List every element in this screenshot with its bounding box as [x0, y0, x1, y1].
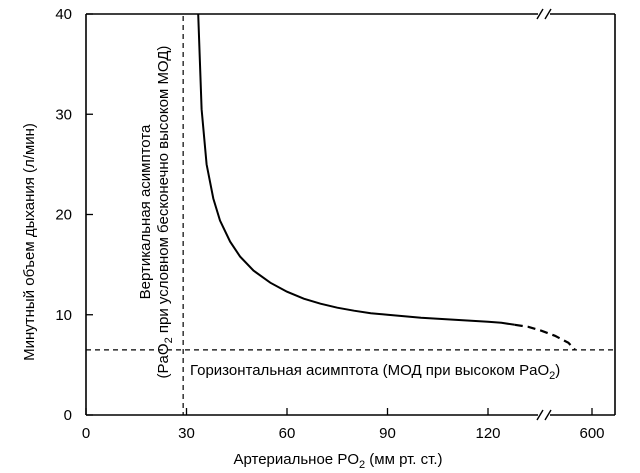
axes: 0 30 60 90 120 600 0 10 20 30 40	[55, 6, 616, 442]
ventilation-curve	[197, 13, 515, 326]
x-tick-label-30: 30	[178, 425, 195, 442]
dashed-curve-segment	[514, 323, 576, 351]
x-tick-label-120: 120	[475, 425, 500, 442]
y-axis-title: Минутный объем дыхания (л/мин)	[21, 123, 38, 361]
y-tick-label-20: 20	[55, 207, 72, 224]
x-tick-label-60: 60	[279, 425, 296, 442]
x-tick-label-0: 0	[82, 425, 90, 442]
axis-break-mark-bottom-b	[544, 409, 552, 421]
y-tick-label-0: 0	[64, 407, 72, 424]
horizontal-asymptote-label: Горизонтальная асимптота (МОД при высоко…	[190, 362, 560, 382]
vertical-asymptote-label: Вертикальная асимптота	[137, 124, 154, 299]
y-tick-label-40: 40	[55, 6, 72, 23]
vertical-asymptote-sublabel: (PaO2 при условном бесконечно высоком МО…	[155, 46, 175, 379]
x-axis-title: Артериальное PO2 (мм рт. ст.)	[233, 451, 442, 471]
axis-break-mark-top-a	[536, 8, 544, 20]
series-group	[197, 13, 576, 351]
axis-break-mark-bottom-a	[536, 409, 544, 421]
asymptote-group	[86, 16, 615, 415]
y-tick-label-10: 10	[55, 307, 72, 324]
x-tick-label-90: 90	[379, 425, 396, 442]
x-tick-label-600: 600	[579, 425, 604, 442]
axis-break-mark-top-b	[544, 8, 552, 20]
y-tick-label-30: 30	[55, 106, 72, 123]
